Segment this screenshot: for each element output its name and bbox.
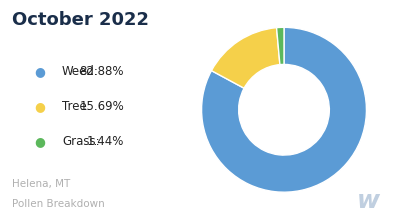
- Wedge shape: [276, 27, 284, 65]
- Text: 15.69%: 15.69%: [79, 100, 124, 113]
- Text: Weed:: Weed:: [62, 65, 99, 78]
- Wedge shape: [202, 27, 366, 192]
- Wedge shape: [212, 28, 280, 88]
- Text: ●: ●: [34, 65, 46, 78]
- Text: 1.44%: 1.44%: [87, 135, 124, 148]
- Text: Tree:: Tree:: [62, 100, 91, 113]
- Text: October 2022: October 2022: [12, 11, 149, 29]
- Text: w: w: [356, 189, 380, 213]
- Text: ●: ●: [34, 135, 46, 148]
- Text: Helena, MT: Helena, MT: [12, 179, 70, 189]
- Text: Grass:: Grass:: [62, 135, 100, 148]
- Text: ●: ●: [34, 100, 46, 113]
- Text: Pollen Breakdown: Pollen Breakdown: [12, 199, 105, 209]
- Text: 82.88%: 82.88%: [80, 65, 124, 78]
